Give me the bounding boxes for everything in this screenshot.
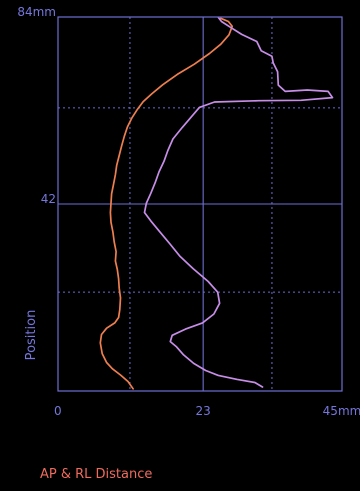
x-tick-label: 0	[54, 404, 62, 418]
y-tick-labels: 84mm 42	[17, 5, 56, 206]
y-axis-title: Position	[24, 310, 39, 361]
series-line-2	[143, 16, 334, 388]
x-tick-label: 45mm	[323, 404, 360, 418]
x-tick-label: 23	[196, 404, 211, 418]
y-tick-label: 84mm	[17, 5, 56, 19]
legend-label: AP & RL Distance	[40, 467, 152, 482]
x-tick-labels: 0 23 45mm	[54, 404, 360, 418]
y-tick-label: 42	[41, 192, 56, 206]
plot-frame	[57, 16, 343, 392]
series-layer	[99, 16, 334, 390]
series-line-1	[99, 17, 234, 390]
